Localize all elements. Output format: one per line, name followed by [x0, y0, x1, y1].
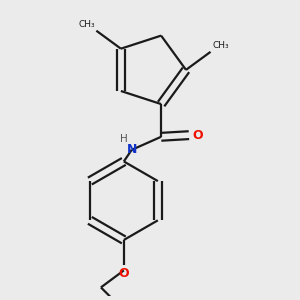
Text: O: O — [118, 267, 129, 280]
Text: CH₃: CH₃ — [78, 20, 95, 29]
Text: H: H — [120, 134, 128, 144]
Text: CH₃: CH₃ — [212, 41, 229, 50]
Text: O: O — [192, 129, 203, 142]
Text: N: N — [127, 143, 137, 156]
